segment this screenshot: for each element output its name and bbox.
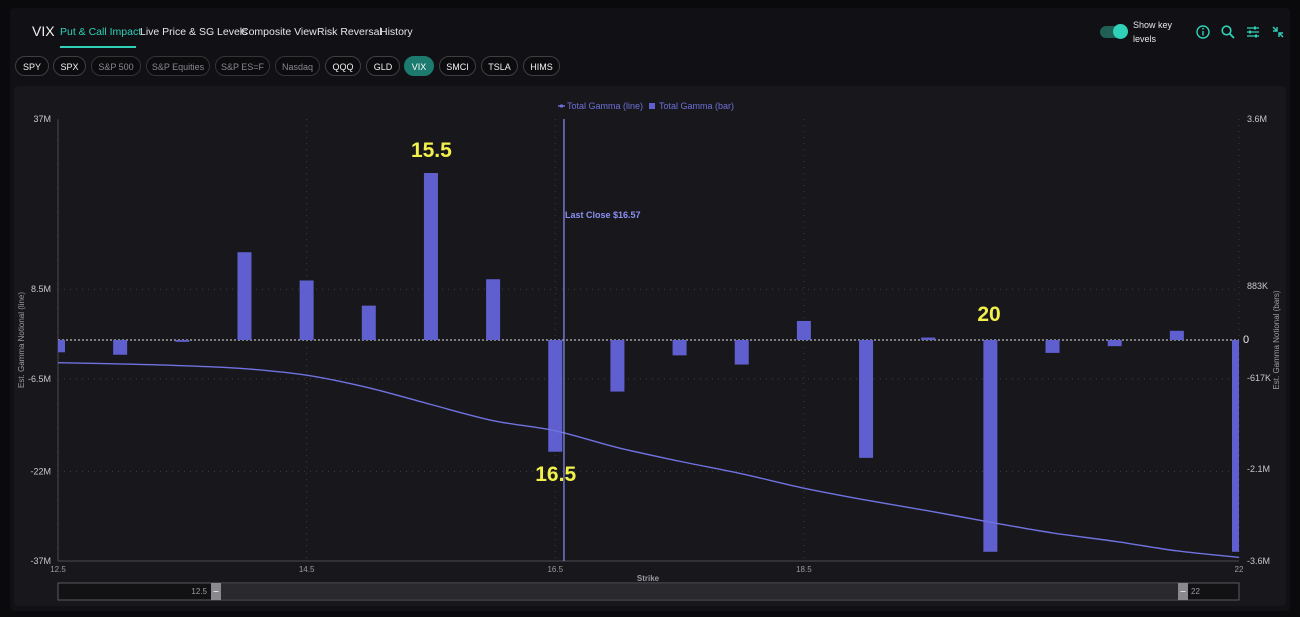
gamma-bar[interactable] [859, 340, 874, 458]
tab-risk-reversal[interactable]: Risk Reversal [317, 26, 382, 38]
key-level-annotation: 16.5 [535, 463, 576, 486]
key-level-annotation: 20 [977, 303, 1000, 326]
gamma-bar[interactable] [1107, 340, 1122, 347]
gamma-bar[interactable] [734, 340, 749, 365]
ticker-chip-sp500[interactable]: S&P 500 [91, 56, 141, 76]
ticker-chip-nasdaq[interactable]: Nasdaq [275, 56, 320, 76]
ticker-chip-qqq[interactable]: QQQ [325, 56, 361, 76]
y-left-tick-label: 8.5M [31, 284, 51, 294]
show-key-levels-label: Show key levels [1133, 20, 1173, 44]
header: VIX Put & Call Impact Live Price & SG Le… [0, 0, 1300, 48]
collapse-icon[interactable] [1270, 24, 1286, 40]
gamma-bar[interactable] [58, 340, 65, 353]
tick-labels: 37M 8.5M -6.5M -22M -37M 3.6M 883K 0 -617K -2.1M -… [28, 114, 1271, 574]
ticker-chip-spy[interactable]: SPY [15, 56, 49, 76]
bar-series [58, 173, 1239, 552]
y-left-tick-label: -37M [30, 556, 51, 566]
gamma-bar[interactable] [299, 280, 314, 340]
info-icon[interactable] [1195, 24, 1211, 40]
gamma-bar[interactable] [361, 305, 376, 340]
gamma-bar[interactable] [113, 340, 128, 355]
range-slider[interactable]: 12.5 22 [57, 582, 1240, 601]
gamma-bar[interactable] [1169, 330, 1184, 340]
ticker-chip-gld[interactable]: GLD [366, 56, 400, 76]
y-left-tick-label: 37M [33, 114, 51, 124]
gamma-bar[interactable] [423, 173, 438, 340]
range-slider-min-label: 12.5 [191, 587, 207, 596]
range-slider-max-label: 22 [1191, 587, 1200, 596]
y-axis-right-label: Est. Gamma Notional (bars) [1272, 290, 1281, 389]
tab-live-price-sg-levels[interactable]: Live Price & SG Levels [140, 26, 248, 38]
line-series [57, 361, 1240, 559]
search-icon[interactable] [1220, 24, 1236, 40]
ticker-chip-tsla[interactable]: TSLA [481, 56, 518, 76]
gamma-bar[interactable] [175, 340, 190, 342]
legend-line-label[interactable]: Total Gamma (line) [567, 101, 643, 111]
range-slider-window[interactable] [216, 584, 1179, 599]
ticker-chip-sp-equities[interactable]: S&P Equities [146, 56, 210, 76]
gamma-bar[interactable] [548, 340, 563, 452]
tab-put-call-impact[interactable]: Put & Call Impact [60, 26, 142, 38]
y-left-tick-label: -6.5M [28, 374, 51, 384]
app-title: VIX [32, 23, 55, 39]
active-tab-underline [60, 46, 136, 48]
ticker-chip-smci[interactable]: SMCI [439, 56, 476, 76]
y-right-tick-label: 883K [1247, 281, 1268, 291]
gamma-bar[interactable] [610, 340, 625, 392]
legend-bar-label[interactable]: Total Gamma (bar) [659, 101, 734, 111]
show-key-levels-toggle[interactable] [1100, 24, 1128, 39]
gamma-bar[interactable] [1045, 340, 1060, 353]
gamma-bar[interactable] [1232, 340, 1239, 552]
y-right-tick-label: 3.6M [1247, 114, 1267, 124]
y-right-tick-label: -2.1M [1247, 464, 1270, 474]
toggle-knob [1113, 24, 1128, 39]
ticker-chip-hims[interactable]: HIMS [523, 56, 560, 76]
sliders-icon[interactable] [1245, 24, 1261, 40]
y-right-tick-label: 0 [1243, 334, 1249, 346]
gamma-bar[interactable] [486, 279, 501, 340]
annotation-layer: Last Close $16.57 15.5 16.5 20 [411, 119, 1001, 561]
key-level-annotation: 15.5 [411, 139, 452, 162]
gamma-line[interactable] [57, 361, 1240, 559]
ticker-chip-sp-esf[interactable]: S&P ES=F [215, 56, 270, 76]
x-tick-label: 14.5 [299, 565, 315, 574]
tab-composite-view[interactable]: Composite View [241, 26, 317, 38]
x-tick-label: 18.5 [796, 565, 812, 574]
gamma-bar[interactable] [921, 337, 936, 340]
x-axis-label: Strike [637, 574, 660, 583]
gamma-bar[interactable] [796, 320, 811, 340]
gamma-bar[interactable] [237, 252, 252, 340]
tab-history[interactable]: History [380, 26, 413, 38]
y-axis-left-label: Est. Gamma Notional (line) [17, 292, 26, 388]
ticker-chip-spx[interactable]: SPX [53, 56, 86, 76]
legend-bar-swatch [649, 103, 655, 109]
gamma-bar[interactable] [672, 340, 687, 356]
y-left-tick-label: -22M [30, 466, 51, 476]
last-close-label: Last Close $16.57 [565, 210, 641, 220]
ticker-chip-vix[interactable]: VIX [404, 56, 434, 76]
legend-line-marker [559, 104, 564, 108]
x-tick-label: 16.5 [547, 565, 563, 574]
y-right-tick-label: -617K [1247, 373, 1271, 383]
legend[interactable]: Total Gamma (line) Total Gamma (bar) [558, 101, 734, 111]
y-right-tick-label: -3.6M [1247, 556, 1270, 566]
chart-panel [14, 86, 1286, 606]
x-tick-label: 22 [1235, 565, 1244, 574]
x-tick-label: 12.5 [50, 565, 66, 574]
gamma-bar[interactable] [983, 340, 998, 552]
